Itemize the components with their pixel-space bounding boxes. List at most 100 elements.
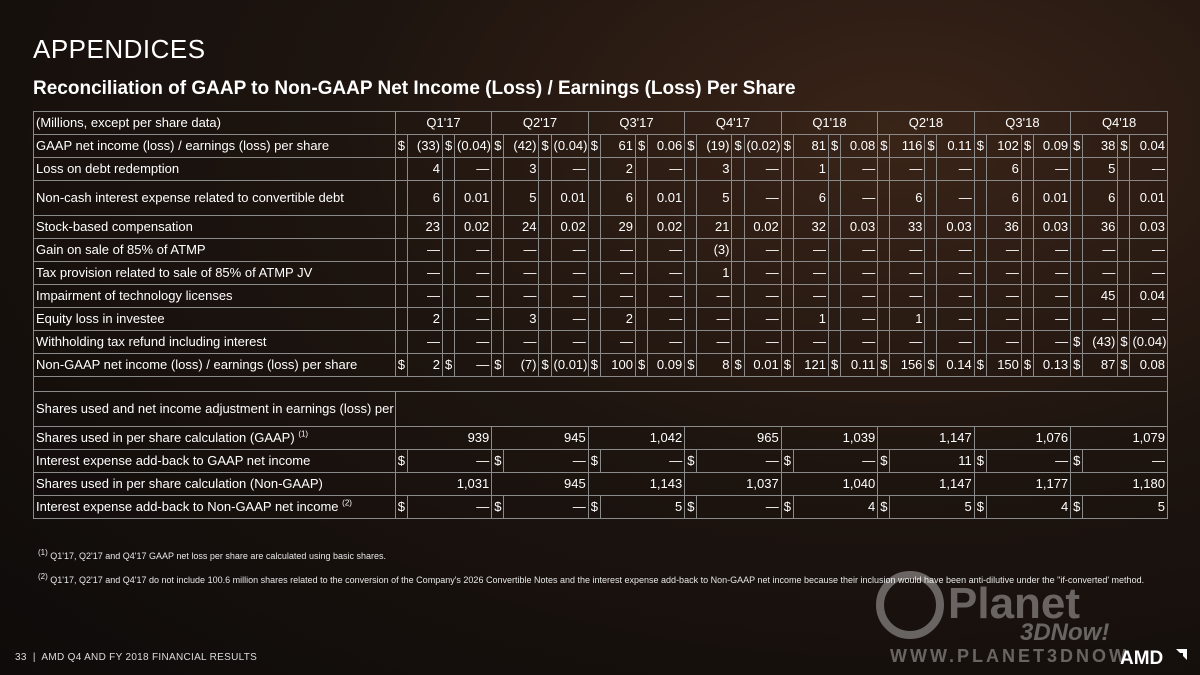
- table-cell: —: [839, 330, 879, 354]
- table-cell: —: [936, 284, 975, 308]
- footnote-marker: (1): [298, 429, 309, 439]
- table-cell: —: [406, 284, 444, 308]
- dollar-sign: [827, 330, 841, 354]
- dollar-sign: [924, 238, 938, 262]
- table-cell: —: [889, 238, 926, 262]
- dollar-sign: [731, 180, 745, 216]
- amd-logo: AMD: [1120, 648, 1187, 668]
- table-cell: —: [1129, 307, 1168, 331]
- shares-cell: 1,147: [877, 426, 975, 450]
- dollar-sign: [731, 307, 745, 331]
- dollar-sign: [634, 307, 649, 331]
- dollar-sign: [684, 307, 698, 331]
- dollar-sign: [1117, 284, 1131, 308]
- dollar-sign: [827, 238, 841, 262]
- dollar-sign: [780, 238, 794, 262]
- dollar-sign: [538, 307, 552, 331]
- shares-cell: —: [503, 449, 589, 473]
- quarter-header: Q3'18: [973, 111, 1072, 135]
- shares-row-label: Interest expense add-back to Non-GAAP ne…: [33, 495, 396, 519]
- dollar-sign: [1117, 238, 1131, 262]
- dollar-sign: [394, 307, 408, 331]
- dollar-sign: [731, 261, 745, 285]
- dollar-sign: [441, 215, 456, 239]
- table-cell: —: [454, 157, 493, 181]
- dollar-sign: $: [491, 353, 505, 377]
- table-cell: —: [1032, 157, 1072, 181]
- watermark-logo-ring: [876, 571, 944, 639]
- dollar-sign: $: [684, 353, 698, 377]
- shares-cell: —: [985, 449, 1072, 473]
- table-cell: —: [985, 238, 1022, 262]
- shares-row-label: Shares used in per share calculation (No…: [33, 472, 396, 496]
- dollar-sign: [877, 180, 891, 216]
- table-cell: 0.02: [550, 215, 589, 239]
- dollar-sign: [1020, 330, 1034, 354]
- table-cell: —: [1129, 238, 1168, 262]
- table-cell: 81: [792, 134, 829, 158]
- dollar-sign: [1070, 261, 1084, 285]
- dollar-sign: $: [973, 353, 987, 377]
- table-cell: —: [743, 261, 782, 285]
- footnote-1-text: Q1'17, Q2'17 and Q4'17 GAAP net loss per…: [50, 551, 386, 561]
- dollar-sign: [684, 215, 698, 239]
- dollar-sign: [587, 180, 601, 216]
- row-label: Non-cash interest expense related to con…: [33, 180, 396, 216]
- dollar-sign: [973, 284, 987, 308]
- table-cell: —: [454, 307, 493, 331]
- shares-row-label-text: Shares used in per share calculation (No…: [36, 476, 323, 491]
- table-cell: 2: [599, 307, 636, 331]
- shares-cell: 4: [792, 495, 879, 519]
- dollar-sign: [634, 330, 649, 354]
- dollar-sign: $: [684, 495, 698, 519]
- shares-cell: —: [406, 449, 493, 473]
- table-cell: 6: [1082, 180, 1119, 216]
- table-cell: 156: [889, 353, 926, 377]
- dollar-sign: $: [1070, 449, 1084, 473]
- table-cell: —: [936, 238, 975, 262]
- table-cell: (0.04): [550, 134, 589, 158]
- dollar-sign: $: [780, 495, 794, 519]
- dollar-sign: $: [394, 449, 408, 473]
- table-cell: —: [550, 261, 589, 285]
- table-cell: —: [1032, 330, 1072, 354]
- dollar-sign: [973, 157, 987, 181]
- table-row: Loss on debt redemption 4 — 3 — 2 — 3 — 1 — — — 6 — 5 —: [33, 157, 1168, 181]
- dollar-sign: $: [1070, 495, 1084, 519]
- footnote-2: (2) Q1'17, Q2'17 and Q4'17 do not includ…: [38, 573, 1168, 587]
- dollar-sign: [538, 238, 552, 262]
- dollar-sign: [538, 157, 552, 181]
- dollar-sign: [1020, 307, 1034, 331]
- table-cell: —: [454, 261, 493, 285]
- dollar-sign: [1020, 284, 1034, 308]
- dollar-sign: [731, 238, 745, 262]
- table-cell: —: [550, 330, 589, 354]
- dollar-sign: [634, 215, 649, 239]
- dollar-sign: [441, 307, 456, 331]
- dollar-sign: [780, 307, 794, 331]
- table-cell: —: [889, 157, 926, 181]
- dollar-sign: $: [924, 134, 938, 158]
- dollar-sign: [441, 180, 456, 216]
- dollar-sign: [877, 261, 891, 285]
- shares-row-label-text: Interest expense add-back to GAAP net in…: [36, 453, 311, 468]
- dollar-sign: [827, 261, 841, 285]
- shares-cell: 1,039: [780, 426, 879, 450]
- table-cell: 61: [599, 134, 636, 158]
- table-cell: —: [839, 307, 879, 331]
- table-cell: —: [792, 330, 829, 354]
- dollar-sign: [1020, 238, 1034, 262]
- table-cell: —: [1032, 284, 1072, 308]
- table-cell: —: [503, 330, 540, 354]
- table-row: Non-cash interest expense related to con…: [33, 180, 1168, 216]
- row-label: GAAP net income (loss) / earnings (loss)…: [33, 134, 396, 158]
- dollar-sign: [924, 284, 938, 308]
- watermark-line3: WWW.PLANET3DNOW: [890, 646, 1129, 665]
- dollar-sign: [1070, 238, 1084, 262]
- shares-cell: 1,037: [684, 472, 782, 496]
- table-cell: 1: [696, 261, 733, 285]
- table-cell: 0.09: [647, 353, 686, 377]
- table-cell: 33: [889, 215, 926, 239]
- table-cell: —: [503, 238, 540, 262]
- dollar-sign: [827, 180, 841, 216]
